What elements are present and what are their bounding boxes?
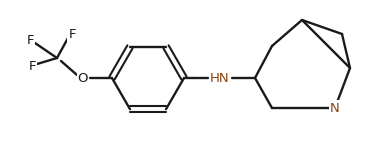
Text: O: O: [78, 72, 88, 85]
Text: HN: HN: [210, 72, 230, 85]
Text: F: F: [26, 33, 34, 47]
Text: F: F: [68, 29, 76, 41]
Text: N: N: [330, 101, 340, 115]
Text: F: F: [28, 59, 36, 73]
